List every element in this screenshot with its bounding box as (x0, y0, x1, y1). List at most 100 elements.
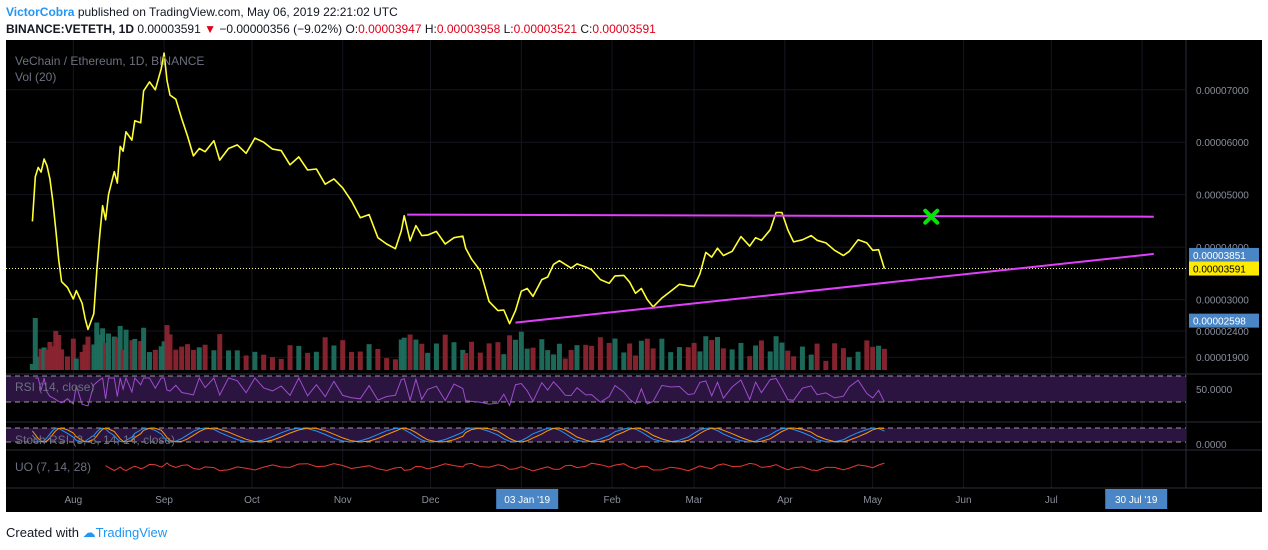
volume-bar (659, 338, 665, 370)
symbol-line: BINANCE:VETETH, 1D 0.00003591 ▼ −0.00000… (6, 21, 656, 37)
y-tick-label: 0.00006000 (1196, 138, 1249, 149)
last-price: 0.00003591 (137, 22, 201, 36)
x-tick-label: Feb (603, 495, 621, 506)
volume-bar (103, 342, 109, 370)
volume-bar (173, 349, 179, 370)
volume-bar (384, 358, 390, 370)
volume-bar (340, 340, 346, 370)
volume-bar (530, 347, 536, 370)
volume-bar (91, 344, 97, 370)
volume-bar (413, 339, 419, 370)
volume-bar (691, 342, 697, 370)
stoch-d-line (32, 427, 885, 443)
x-tick-label: May (863, 495, 882, 506)
volume-bar (305, 352, 311, 370)
price-chart[interactable]: VeChain / Ethereum, 1D, BINANCE Vol (20) 0… (6, 40, 1262, 512)
volume-bar (676, 347, 682, 370)
publish-header: VictorCobra published on TradingView.com… (6, 4, 398, 20)
volume-bar (840, 348, 846, 370)
volume-bar (278, 358, 284, 370)
volume-bar (644, 338, 650, 370)
volume-bar (407, 334, 413, 370)
volume-bar (881, 348, 887, 370)
volume-bar (366, 344, 372, 370)
price-tag-label: 0.00002598 (1193, 317, 1246, 328)
volume-bar (747, 356, 753, 370)
y-tick-label: 0.00007000 (1196, 86, 1249, 97)
x-tick-label: Jun (955, 495, 971, 506)
volume-bar (785, 350, 791, 370)
x-tick-label: Mar (685, 495, 703, 506)
open-label: O: (345, 22, 359, 36)
volume-bar (799, 346, 805, 370)
volume-bar (100, 328, 106, 370)
volume-bar (753, 345, 759, 370)
tradingview-logo-icon[interactable]: ☁ (82, 525, 96, 540)
volume-bar (627, 343, 633, 370)
volume-bar (59, 349, 65, 370)
close-value: 0.00003591 (592, 22, 656, 36)
volume-bar (767, 351, 773, 370)
price-tag-box (1189, 261, 1259, 276)
volume-bar (167, 334, 173, 370)
rsi-pane-label: RSI (14, close) (15, 380, 94, 394)
volume-bar (855, 351, 861, 370)
volume-bar (164, 325, 170, 370)
chart-area[interactable]: VeChain / Ethereum, 1D, BINANCE Vol (20) 0… (6, 40, 1262, 512)
volume-bar (211, 350, 217, 370)
author-link[interactable]: VictorCobra (6, 5, 75, 19)
volume-bar (876, 345, 882, 370)
stoch-band (6, 428, 1186, 442)
volume-bar (111, 336, 117, 370)
volume-bar (29, 364, 35, 370)
created-with-text: Created with (6, 525, 79, 540)
price-change: −0.00000356 (−9.02%) (219, 22, 343, 36)
volume-bar (773, 336, 779, 370)
volume-bar (70, 338, 76, 370)
volume-bar (123, 329, 129, 370)
volume-bar (545, 350, 551, 370)
x-tick-label: Sep (155, 495, 173, 506)
volume-bar (463, 352, 469, 370)
price-axis-bg (1186, 40, 1262, 512)
volume-bar (606, 342, 612, 370)
volume-bar (668, 352, 674, 370)
volume-bar (50, 346, 56, 370)
volume-bar (179, 346, 185, 370)
footer: Created with ☁TradingView (6, 524, 167, 542)
volume-bar (864, 340, 870, 370)
volume-bar (433, 343, 439, 370)
volume-bar (261, 354, 267, 370)
volume-bar (758, 340, 764, 370)
volume-bar (823, 360, 829, 370)
volume-bar (583, 344, 589, 370)
volume-bar (120, 349, 126, 370)
volume-bar (729, 349, 735, 370)
close-label: C: (580, 22, 593, 36)
volume-bar (161, 341, 167, 370)
volume-bar (638, 340, 644, 370)
volume-bar (138, 340, 144, 370)
volume-bar (568, 350, 574, 370)
volume-bar (357, 351, 363, 370)
volume-label: Vol (20) (15, 70, 56, 84)
uo-pane-label: UO (7, 14, 28) (15, 460, 91, 474)
volume-bar (73, 358, 79, 370)
target-x-marker (923, 208, 940, 225)
volume-bar (738, 342, 744, 370)
x-tick-label: Oct (244, 495, 260, 506)
tradingview-brand-link[interactable]: TradingView (95, 525, 168, 540)
volume-bar (141, 327, 147, 370)
volume-bar (217, 334, 223, 370)
volume-bar (152, 349, 158, 370)
low-value: 0.00003521 (513, 22, 578, 36)
volume-bar (202, 344, 208, 370)
volume-bar (720, 348, 726, 370)
y-tick-label: 0.00001900 (1196, 353, 1249, 364)
rsi-tick-label: 50.0000 (1196, 385, 1233, 396)
volume-bar (486, 343, 492, 370)
volume-bar (791, 356, 797, 370)
volume-bar (442, 334, 448, 370)
volume-bar (53, 330, 59, 370)
stoch-tick-label: 0.0000 (1196, 440, 1227, 451)
